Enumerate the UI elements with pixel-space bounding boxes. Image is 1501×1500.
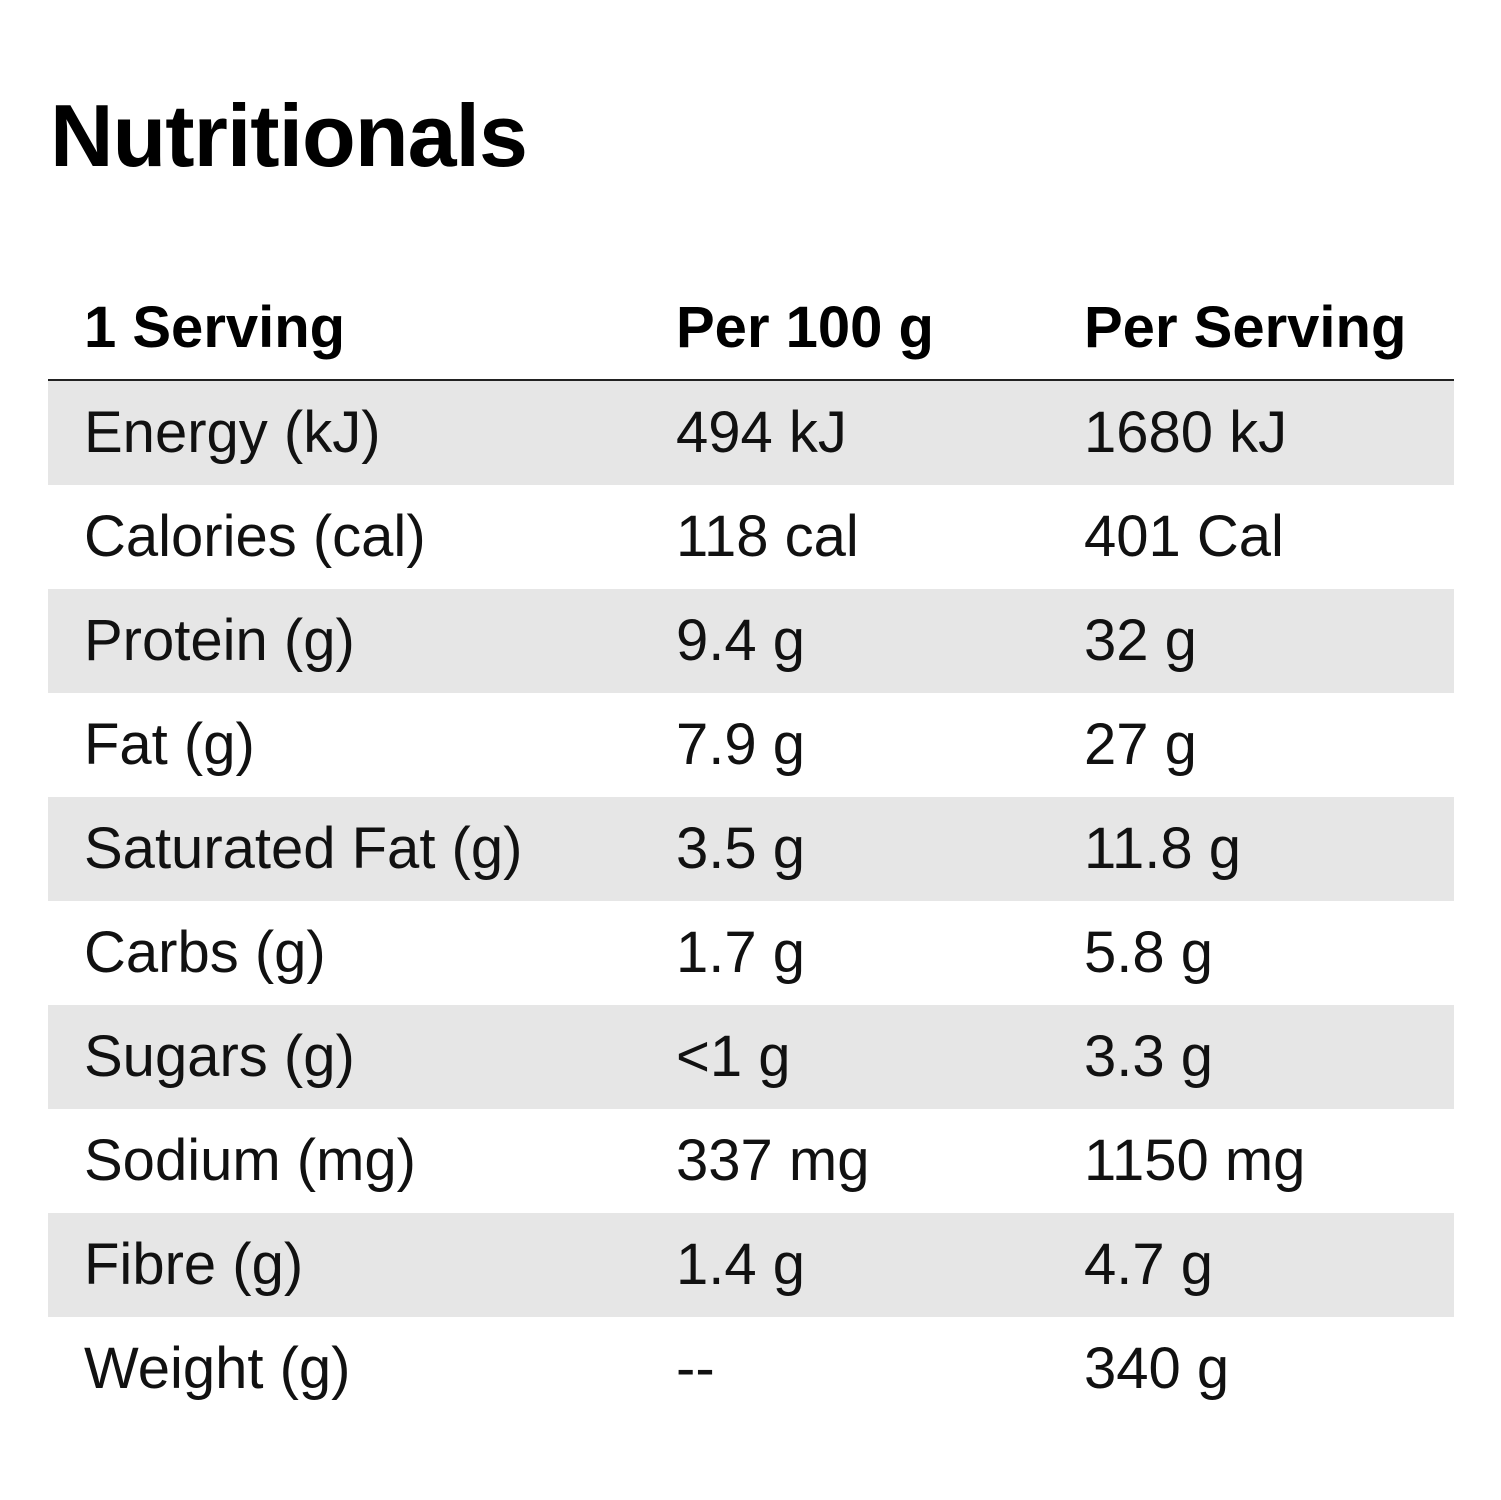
table-row: Calories (cal) 118 cal 401 Cal	[48, 485, 1454, 589]
per-100g-value: <1 g	[676, 1024, 791, 1089]
table-row: Sodium (mg) 337 mg 1150 mg	[48, 1109, 1454, 1213]
per-serving-value: 4.7 g	[1084, 1232, 1213, 1297]
nutrient-label: Calories (cal)	[84, 504, 426, 569]
per-serving-value: 32 g	[1084, 608, 1197, 673]
per-100g-value: 3.5 g	[676, 816, 805, 881]
table-row: Fat (g) 7.9 g 27 g	[48, 693, 1454, 797]
per-100g-value: 118 cal	[676, 504, 859, 569]
nutrient-label: Saturated Fat (g)	[84, 816, 523, 881]
table-row: Carbs (g) 1.7 g 5.8 g	[48, 901, 1454, 1005]
nutrient-label: Weight (g)	[84, 1336, 351, 1401]
nutrient-label: Carbs (g)	[84, 920, 326, 985]
per-100g-value: 7.9 g	[676, 712, 805, 777]
per-serving-value: 3.3 g	[1084, 1024, 1213, 1089]
nutrient-label: Energy (kJ)	[84, 400, 381, 465]
per-serving-value: 340 g	[1084, 1336, 1230, 1401]
header-per-100g: Per 100 g	[676, 294, 934, 360]
table-row: Energy (kJ) 494 kJ 1680 kJ	[48, 381, 1454, 485]
table-row: Weight (g) -- 340 g	[48, 1317, 1454, 1421]
header-serving: 1 Serving	[84, 294, 346, 360]
per-serving-value: 11.8 g	[1084, 816, 1241, 881]
per-100g-value: 337 mg	[676, 1128, 870, 1193]
per-serving-value: 27 g	[1084, 712, 1197, 777]
per-100g-value: --	[676, 1336, 715, 1401]
per-100g-value: 1.4 g	[676, 1232, 805, 1297]
table-row: Protein (g) 9.4 g 32 g	[48, 589, 1454, 693]
table-row: Sugars (g) <1 g 3.3 g	[48, 1005, 1454, 1109]
per-100g-value: 1.7 g	[676, 920, 805, 985]
nutrient-label: Sodium (mg)	[84, 1128, 416, 1193]
table-row: Fibre (g) 1.4 g 4.7 g	[48, 1213, 1454, 1317]
table-row: Saturated Fat (g) 3.5 g 11.8 g	[48, 797, 1454, 901]
per-serving-value: 1680 kJ	[1084, 400, 1288, 465]
per-100g-value: 494 kJ	[676, 400, 847, 465]
table-header-row: 1 Serving Per 100 g Per Serving	[48, 276, 1454, 381]
nutrient-label: Fibre (g)	[84, 1232, 304, 1297]
per-100g-value: 9.4 g	[676, 608, 805, 673]
per-serving-value: 1150 mg	[1084, 1128, 1306, 1193]
per-serving-value: 401 Cal	[1084, 504, 1284, 569]
per-serving-value: 5.8 g	[1084, 920, 1213, 985]
nutrition-table: 1 Serving Per 100 g Per Serving Energy (…	[48, 276, 1454, 1421]
nutrient-label: Protein (g)	[84, 608, 355, 673]
page-title: Nutritionals	[50, 86, 528, 185]
nutrient-label: Fat (g)	[84, 712, 255, 777]
nutrient-label: Sugars (g)	[84, 1024, 355, 1089]
header-per-serving: Per Serving	[1084, 294, 1407, 360]
